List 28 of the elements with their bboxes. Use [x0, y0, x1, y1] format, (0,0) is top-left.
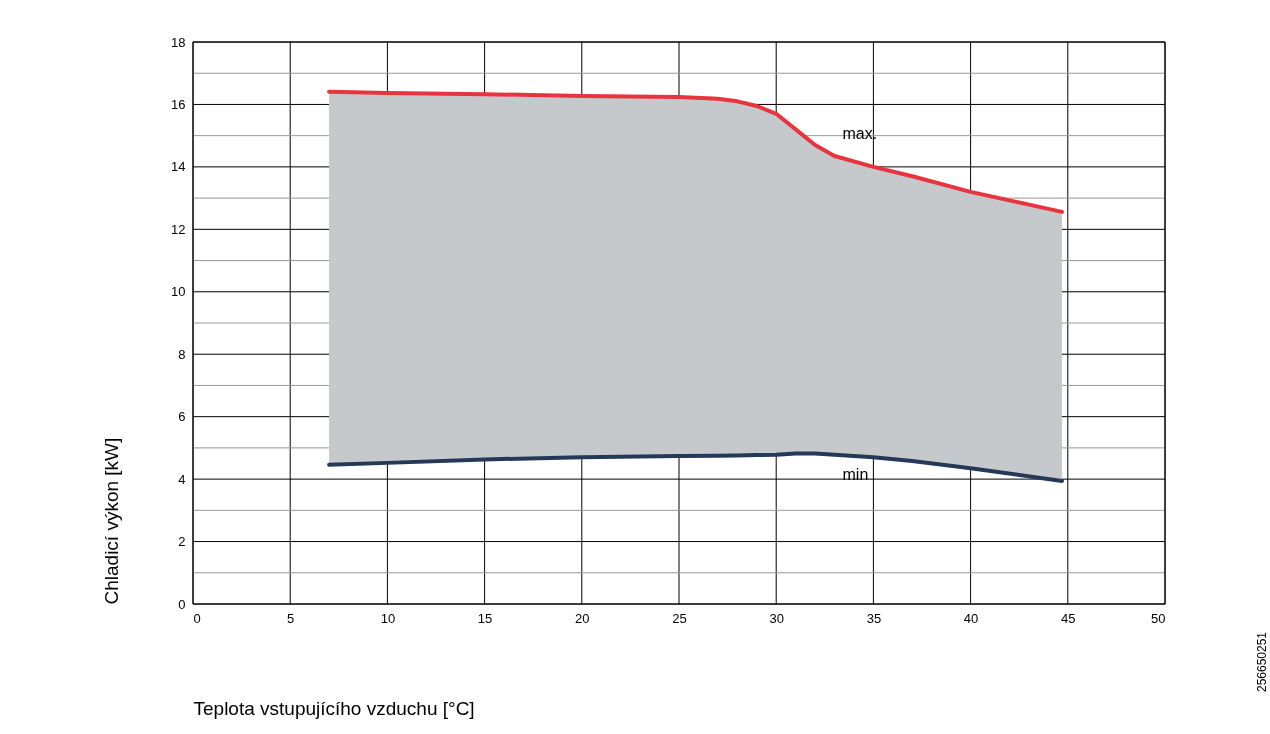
y-tick-label: 4 [178, 471, 186, 487]
y-tick-label: 16 [171, 96, 186, 112]
text: 256650251 [1255, 631, 1269, 693]
y-tick-label: 18 [171, 34, 186, 50]
y-tick-label: 10 [171, 284, 186, 300]
x-tick-label: 10 [380, 610, 396, 626]
y-tick-label: 14 [171, 159, 186, 175]
x-tick-label: 0 [193, 610, 201, 626]
x-tick-label: 45 [1061, 610, 1076, 626]
y-tick-label: 0 [178, 596, 186, 612]
y-tick-label: 12 [171, 221, 186, 237]
line-series [327, 89, 1064, 214]
x-tick-label: 15 [477, 610, 493, 626]
x-tick-label: 50 [1151, 610, 1166, 626]
x-tick-label: 40 [963, 610, 979, 626]
x-tick-label: 5 [287, 610, 295, 626]
line-series [327, 451, 1064, 483]
x-tick-label: 30 [769, 610, 784, 626]
y-tick-label: 2 [178, 534, 186, 550]
series-label: max. [842, 124, 878, 142]
y-axis-title: Chladicí výkon [kW] [100, 437, 122, 605]
y-tick-label: 6 [178, 409, 186, 425]
y-tick-label: 8 [178, 346, 186, 362]
x-tick-label: 20 [575, 610, 590, 626]
x-tick-label: 25 [672, 610, 687, 626]
x-axis-title: Teplota vstupujícího vzduchu [°C] [193, 697, 475, 719]
series-label: min [842, 465, 869, 483]
x-tick-label: 35 [866, 610, 882, 626]
